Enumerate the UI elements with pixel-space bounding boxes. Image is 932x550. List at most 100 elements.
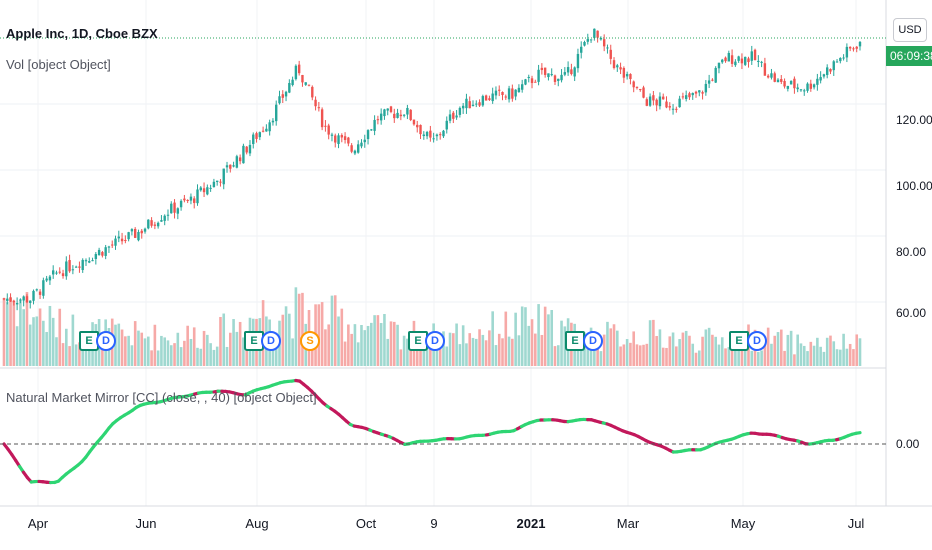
candle-body bbox=[179, 200, 183, 208]
currency-button[interactable]: USD bbox=[893, 18, 927, 42]
volume-bar bbox=[235, 331, 239, 366]
split-marker[interactable]: S bbox=[300, 331, 320, 351]
candle-body bbox=[334, 135, 337, 143]
candle-body bbox=[297, 64, 301, 74]
volume-bar bbox=[399, 349, 403, 366]
candle-body bbox=[61, 273, 65, 277]
candle-body bbox=[475, 103, 478, 105]
volume-bar bbox=[183, 340, 186, 366]
candle-body bbox=[629, 74, 632, 80]
volume-bar bbox=[78, 342, 81, 366]
volume-bar bbox=[383, 314, 386, 366]
time-label: Jun bbox=[135, 516, 157, 531]
candle-body bbox=[707, 80, 711, 84]
volume-bar bbox=[832, 341, 836, 366]
candle-body bbox=[238, 157, 242, 162]
dividend-marker[interactable]: D bbox=[96, 331, 116, 351]
volume-bar bbox=[74, 344, 78, 366]
candle-body bbox=[494, 90, 498, 96]
candle-body bbox=[291, 79, 294, 86]
candle-body bbox=[452, 112, 455, 119]
dividend-marker[interactable]: D bbox=[747, 331, 767, 351]
candle-body bbox=[835, 61, 839, 63]
candle-body bbox=[58, 271, 61, 273]
volume-bar bbox=[681, 332, 685, 366]
volume-bar bbox=[494, 345, 498, 366]
candle-body bbox=[714, 67, 717, 83]
candle-body bbox=[248, 144, 252, 154]
volume-bar bbox=[488, 330, 491, 366]
volume-bar bbox=[766, 327, 770, 366]
candle-body bbox=[324, 125, 327, 127]
candle-body bbox=[534, 81, 537, 83]
volume-bar bbox=[714, 336, 717, 366]
candle-body bbox=[393, 113, 396, 119]
candle-body bbox=[350, 145, 353, 152]
candle-body bbox=[140, 230, 143, 234]
volume-bar bbox=[163, 337, 167, 366]
volume-bar bbox=[511, 338, 514, 366]
volume-bar bbox=[9, 298, 12, 366]
dividend-marker[interactable]: D bbox=[583, 331, 603, 351]
candle-body bbox=[235, 156, 239, 168]
candle-body bbox=[202, 188, 206, 193]
volume-legend[interactable]: Vol [object Object] bbox=[6, 57, 111, 72]
candle-body bbox=[599, 38, 603, 40]
candle-body bbox=[717, 62, 721, 69]
candle-body bbox=[655, 99, 658, 106]
volume-bar bbox=[563, 326, 567, 366]
volume-bar bbox=[458, 344, 462, 366]
chart-title[interactable]: Apple Inc, 1D, Cboe BZX bbox=[6, 26, 158, 41]
candle-body bbox=[694, 91, 698, 94]
volume-bar bbox=[694, 352, 698, 366]
candle-body bbox=[763, 63, 767, 76]
volume-bar bbox=[816, 337, 819, 366]
volume-bar bbox=[81, 345, 85, 366]
volume-bar bbox=[616, 330, 619, 366]
volume-bar bbox=[471, 337, 475, 366]
volume-bar bbox=[150, 350, 153, 366]
candle-body bbox=[799, 89, 803, 91]
volume-bar bbox=[455, 323, 458, 366]
volume-bar bbox=[724, 348, 727, 366]
volume-bar bbox=[32, 317, 35, 366]
candle-body bbox=[662, 96, 665, 100]
candle-body bbox=[543, 67, 547, 75]
candle-body bbox=[511, 88, 514, 99]
volume-bar bbox=[153, 324, 157, 366]
candle-body bbox=[711, 79, 714, 81]
dividend-marker[interactable]: D bbox=[425, 331, 445, 351]
candle-body bbox=[107, 246, 111, 248]
candle-body bbox=[832, 61, 835, 71]
indicator-legend[interactable]: Natural Market Mirror [CC] (close, , 40)… bbox=[6, 390, 317, 405]
candle-body bbox=[845, 46, 849, 58]
volume-bar bbox=[222, 313, 226, 366]
candle-body bbox=[370, 129, 373, 131]
candle-body bbox=[225, 165, 229, 168]
volume-bar bbox=[35, 316, 39, 366]
candle-body bbox=[127, 232, 130, 240]
candle-body bbox=[783, 80, 786, 87]
candle-body bbox=[366, 130, 370, 140]
volume-bar bbox=[22, 309, 25, 366]
candle-body bbox=[396, 112, 399, 118]
candle-body bbox=[35, 289, 38, 291]
candle-body bbox=[553, 75, 557, 82]
candle-body bbox=[288, 83, 291, 93]
candle-body bbox=[65, 261, 68, 277]
earnings-marker[interactable]: E bbox=[565, 331, 585, 351]
candle-body bbox=[252, 134, 255, 145]
time-label-year: 2021 bbox=[516, 516, 546, 531]
candle-body bbox=[147, 219, 150, 229]
candle-body bbox=[642, 87, 645, 98]
dividend-marker[interactable]: D bbox=[261, 331, 281, 351]
volume-bar bbox=[38, 308, 42, 366]
volume-bar bbox=[858, 338, 862, 366]
candle-body bbox=[12, 300, 16, 303]
volume-bar bbox=[294, 287, 298, 366]
volume-bar bbox=[356, 342, 360, 366]
volume-bar bbox=[445, 346, 449, 366]
earnings-marker[interactable]: E bbox=[729, 331, 749, 351]
candle-body bbox=[6, 298, 9, 301]
